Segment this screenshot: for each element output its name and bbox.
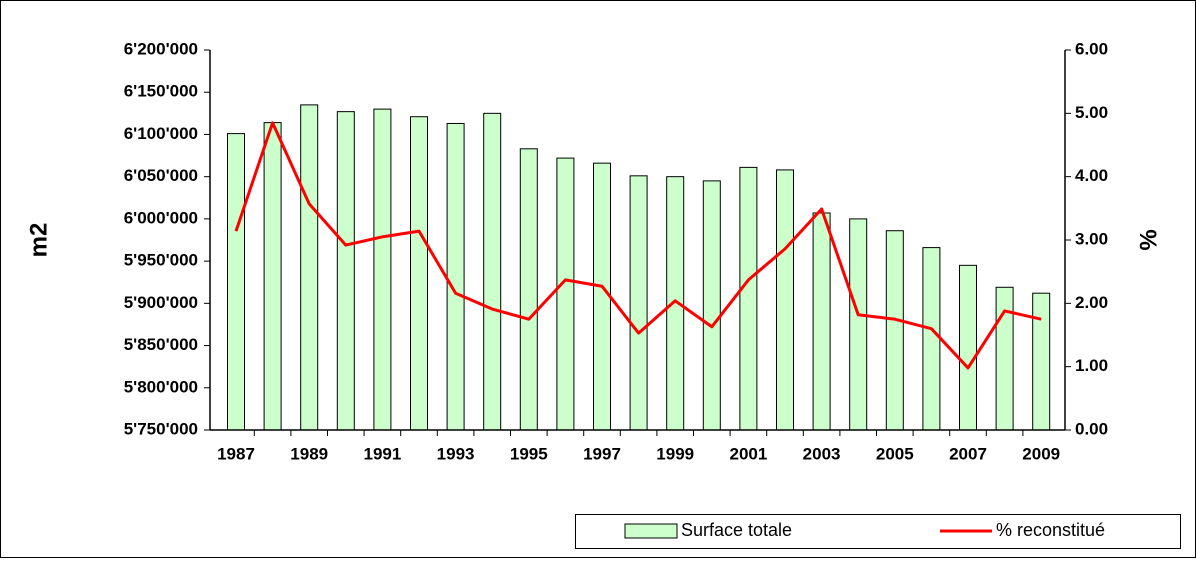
y-tick-label: 6'000'000 (124, 208, 198, 227)
legend-label: Surface totale (681, 520, 792, 540)
bar (336, 111, 355, 431)
x-tick-label: 2007 (949, 444, 987, 463)
x-tick-label: 2009 (1022, 444, 1060, 463)
y-tick-label: 5'950'000 (124, 251, 198, 270)
bar (885, 230, 904, 431)
bar (519, 148, 538, 431)
bar (849, 218, 868, 431)
y-tick-label: 6'100'000 (124, 124, 198, 143)
y2-tick-label: 5.00 (1075, 103, 1108, 122)
bar (702, 180, 721, 431)
y-tick-label: 6'200'000 (124, 39, 198, 58)
y-tick-label: 5'800'000 (124, 377, 198, 396)
y2-tick-label: 0.00 (1075, 419, 1108, 438)
x-tick-label: 1987 (217, 444, 255, 463)
y-tick-label: 5'850'000 (124, 335, 198, 354)
bar (629, 175, 648, 431)
bar (922, 247, 941, 431)
x-tick-label: 2003 (803, 444, 841, 463)
bar (556, 157, 575, 431)
bar (812, 212, 831, 431)
bar (410, 116, 428, 431)
bar (995, 286, 1014, 431)
bar (959, 264, 977, 431)
bar (739, 166, 758, 431)
bar (373, 108, 392, 431)
x-tick-label: 1995 (510, 444, 548, 463)
bar (776, 169, 794, 431)
x-tick-label: 2001 (729, 444, 767, 463)
legend-label: % reconstitué (996, 520, 1105, 540)
bar (446, 122, 465, 431)
line (234, 121, 1042, 370)
x-tick-label: 1997 (583, 444, 621, 463)
y-tick-label: 6'050'000 (124, 166, 198, 185)
bar (1032, 292, 1051, 431)
y-tick-label: 5'750'000 (124, 419, 198, 438)
x-tick-label: 2005 (876, 444, 914, 463)
bar (483, 112, 502, 431)
x-tick-label: 1989 (290, 444, 328, 463)
y-tick-label: 5'900'000 (124, 293, 198, 312)
x-tick-label: 1999 (656, 444, 694, 463)
x-tick-label: 1991 (363, 444, 401, 463)
y2-tick-label: 1.00 (1075, 356, 1108, 375)
y2-tick-label: 3.00 (1075, 229, 1108, 248)
legend-swatch (624, 523, 678, 539)
bar (263, 122, 282, 431)
y2-tick-label: 2.00 (1075, 293, 1108, 312)
y2-axis-title: % (1135, 229, 1162, 250)
bar (300, 104, 319, 431)
y2-tick-label: 6.00 (1075, 39, 1108, 58)
y-tick-label: 6'150'000 (124, 82, 198, 101)
bar (227, 133, 245, 431)
x-tick-label: 1993 (437, 444, 475, 463)
y2-tick-label: 4.00 (1075, 166, 1108, 185)
y-axis-title: m2 (25, 223, 52, 258)
bar (593, 162, 611, 431)
